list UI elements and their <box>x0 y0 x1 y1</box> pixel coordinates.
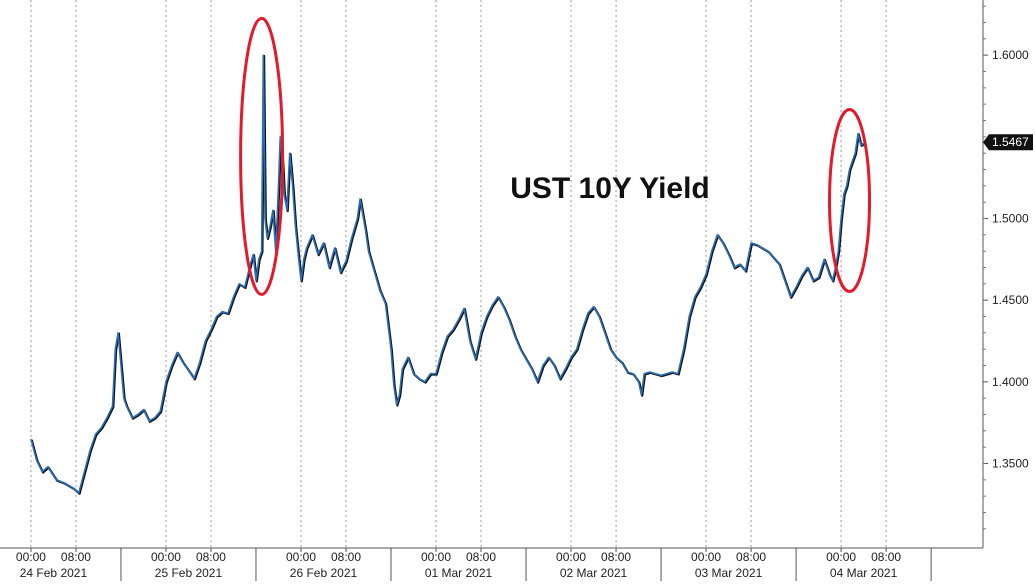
x-tick-label: 08:00 <box>196 550 226 564</box>
chart-title: UST 10Y Yield <box>510 172 710 205</box>
annotation-layer <box>239 16 872 296</box>
day-label: 01 Mar 2021 <box>425 566 493 580</box>
highlight-ellipse <box>828 108 872 294</box>
y-tick-label: 1.4000 <box>992 375 1029 389</box>
day-label: 04 Mar 2021 <box>830 566 898 580</box>
x-tick-label: 08:00 <box>871 550 901 564</box>
y-tick-label: 1.6000 <box>992 48 1029 62</box>
series-layer <box>30 54 865 495</box>
highlight-ellipse <box>239 16 285 296</box>
x-tick-label: 08:00 <box>61 550 91 564</box>
x-tick-label: 00:00 <box>421 550 451 564</box>
x-tick-label: 08:00 <box>601 550 631 564</box>
day-label: 03 Mar 2021 <box>695 566 763 580</box>
day-label: 26 Feb 2021 <box>290 566 358 580</box>
y-tick-label: 1.4500 <box>992 293 1029 307</box>
x-tick-label: 08:00 <box>331 550 361 564</box>
y-tick-label: 1.5000 <box>992 212 1029 226</box>
y-tick-label: 1.3500 <box>992 457 1029 471</box>
x-tick-label: 00:00 <box>286 550 316 564</box>
day-label: 24 Feb 2021 <box>20 566 88 580</box>
x-tick-label: 00:00 <box>151 550 181 564</box>
x-tick-label: 08:00 <box>466 550 496 564</box>
x-tick-label: 00:00 <box>691 550 721 564</box>
series-line <box>30 54 864 494</box>
last-value-label: 1.5467 <box>992 135 1029 149</box>
x-tick-label: 00:00 <box>556 550 586 564</box>
day-label: 02 Mar 2021 <box>560 566 628 580</box>
x-tick-label: 00:00 <box>826 550 856 564</box>
x-tick-label: 08:00 <box>736 550 766 564</box>
series-line-shadow <box>30 54 865 495</box>
x-tick-label: 00:00 <box>16 550 46 564</box>
grid-layer <box>30 0 887 548</box>
last-value-marker <box>983 134 1033 151</box>
day-label: 25 Feb 2021 <box>155 566 223 580</box>
